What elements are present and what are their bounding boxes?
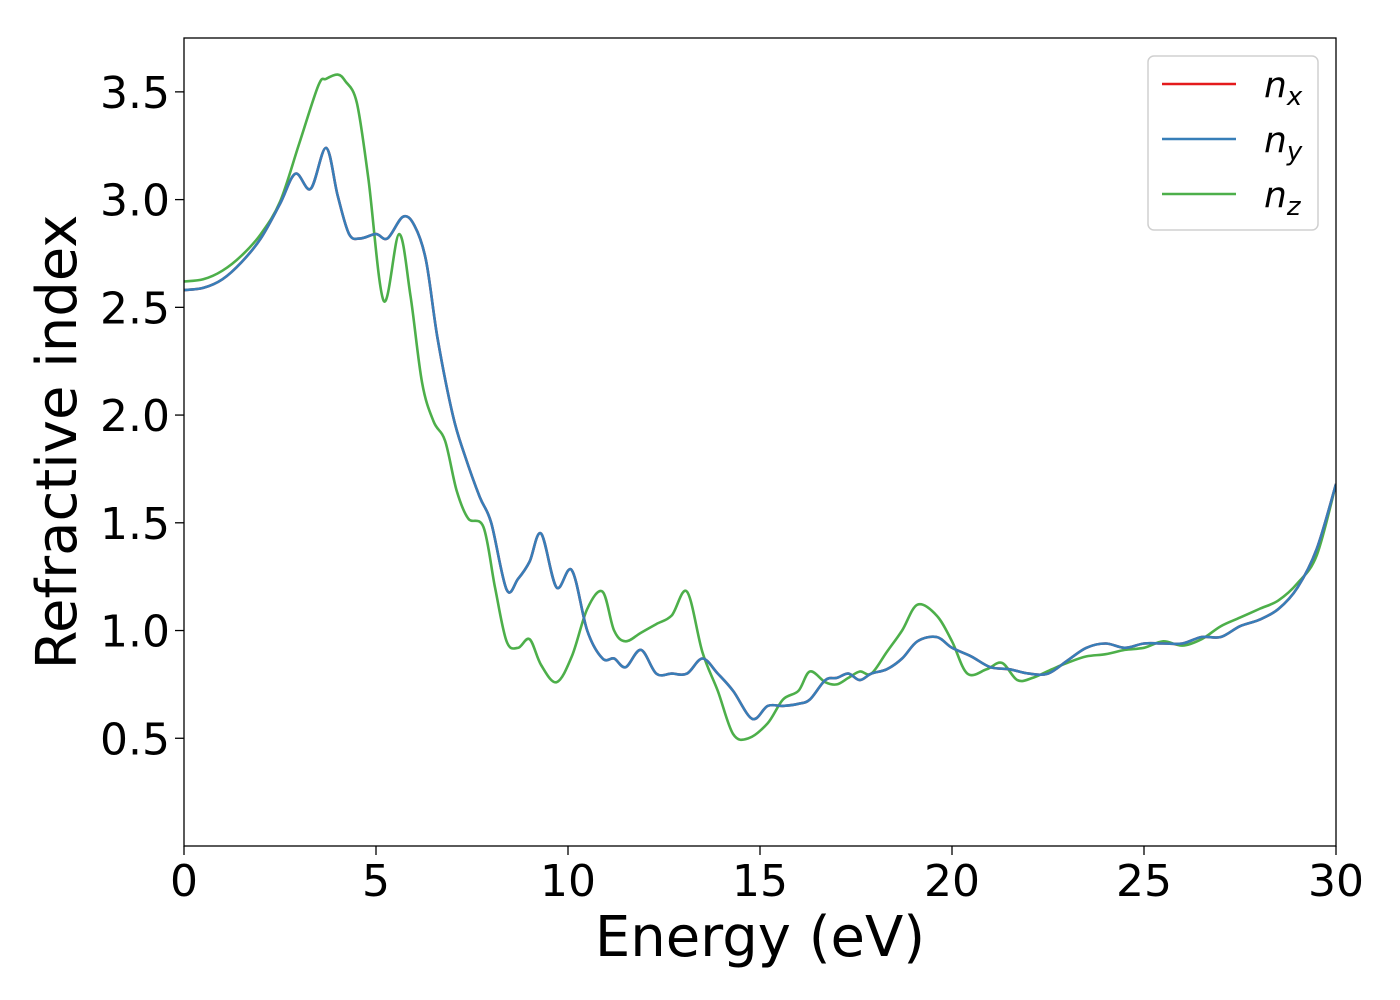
x-tick-label: 30 [1308,856,1364,907]
series-line-ny [184,146,1336,721]
y-tick-label: 2.0 [100,391,170,442]
legend-box [1147,55,1319,231]
y-tick-label: 3.0 [100,176,170,227]
legend-label-nz: nz [1264,175,1302,222]
y-tick-label: 2.5 [100,283,170,334]
y-axis-label: Refractive index [25,215,90,670]
y-tick-label: 0.5 [100,714,170,765]
x-tick-label: 5 [362,856,390,907]
series-layer [184,73,1336,742]
series-line-nx [184,146,1336,721]
x-axis-label: Energy (eV) [595,905,925,970]
y-tick-label: 1.0 [100,607,170,658]
x-tick-label: 15 [732,856,788,907]
x-tick-label: 0 [170,856,198,907]
x-tick-label: 25 [1116,856,1172,907]
y-tick-label: 3.5 [100,68,170,119]
x-tick-label: 10 [540,856,596,907]
y-tick-label: 1.5 [100,499,170,550]
x-tick-label: 20 [924,856,980,907]
y-axis: 0.5 1.0 1.5 2.0 2.5 3.0 3.5 [100,68,184,765]
x-axis: 0 5 10 15 20 25 30 [170,846,1364,907]
